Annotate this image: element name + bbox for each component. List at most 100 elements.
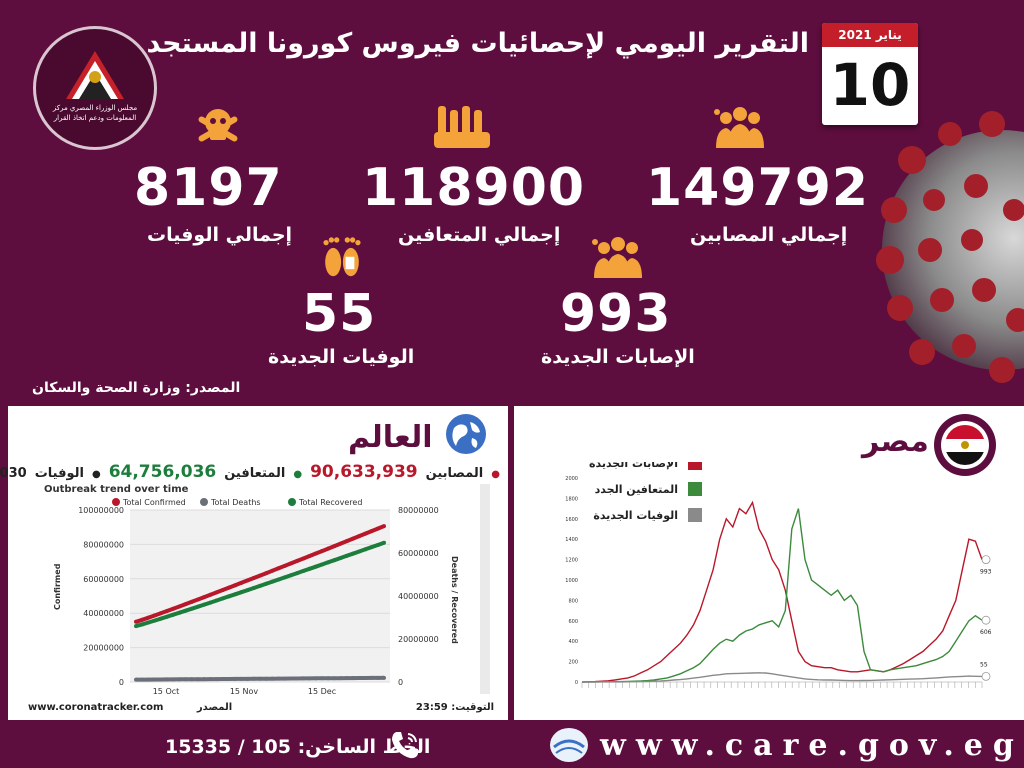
tick-label: 200 xyxy=(568,660,578,666)
series-point xyxy=(282,676,287,681)
people-group-new-icon xyxy=(592,237,642,278)
calendar-day: 10 xyxy=(829,51,911,119)
series-point xyxy=(320,676,324,681)
series-point xyxy=(307,554,312,559)
data-label: 993 xyxy=(980,569,992,576)
series-point xyxy=(301,568,306,573)
series-point xyxy=(171,677,176,682)
series-point xyxy=(196,604,200,609)
legend-label: المتعافين الجدد xyxy=(595,483,678,496)
series-point xyxy=(202,595,207,600)
tick-label: 60000000 xyxy=(398,549,439,558)
series-point xyxy=(332,544,337,549)
total-cases-value: 149792 xyxy=(646,158,870,218)
series-point xyxy=(183,608,188,613)
series-point xyxy=(375,542,380,547)
series-point xyxy=(165,677,169,682)
world-title: العالم xyxy=(348,420,433,455)
series-end-marker xyxy=(981,555,991,564)
series-point xyxy=(289,676,293,681)
new-cases-value: 993 xyxy=(560,284,672,344)
egypt-daily-chart: 0 200 400 600 800 1000 1200 1400 1600 1800 2000 99… xyxy=(565,462,992,688)
recovered-dot-icon: ● xyxy=(293,469,303,480)
series-point xyxy=(245,588,250,593)
tick-label: 15 Oct xyxy=(153,687,180,696)
world-time: التوقيت: 23:59 xyxy=(416,702,494,713)
world-stats-row: ● المصابين 90,633,939 ● المتعافين 64,756… xyxy=(0,462,500,482)
series-point xyxy=(276,676,281,681)
total-cases-label: إجمالي المصابين xyxy=(690,224,848,246)
world-chart-scrollbar[interactable] xyxy=(480,484,490,694)
world-chart-right-axis-label: Deaths / Recovered xyxy=(450,556,459,644)
tick-label: 1600 xyxy=(565,517,578,523)
tick-label: 0 xyxy=(575,680,578,686)
series-end-marker xyxy=(981,615,991,625)
series-point xyxy=(375,526,380,531)
series-point xyxy=(134,619,138,624)
logo-text: مجلس الوزراء المصري مركز المعلومات ودعم … xyxy=(52,104,138,122)
series-point xyxy=(382,540,386,545)
series-line xyxy=(582,672,983,683)
legend-label: Total Recovered xyxy=(298,498,362,507)
legend-marker xyxy=(688,508,702,522)
raised-hands-group-icon xyxy=(434,106,490,148)
series-point xyxy=(202,677,207,682)
series-point xyxy=(140,677,145,682)
series-point xyxy=(344,676,349,681)
series-point xyxy=(227,676,231,681)
tick-label: 0 xyxy=(119,678,124,687)
series-point xyxy=(313,564,318,569)
tick-label: 20000000 xyxy=(83,644,124,653)
series-point xyxy=(214,598,219,603)
series-point xyxy=(196,597,200,602)
series-point xyxy=(338,541,343,546)
legend-marker xyxy=(688,462,702,470)
series-point xyxy=(369,675,374,680)
series-point xyxy=(307,566,312,571)
series-point xyxy=(357,534,362,539)
world-chart-left-axis-label: Confirmed xyxy=(53,563,62,610)
series-point xyxy=(338,676,343,681)
total-deaths-value: 8197 xyxy=(134,158,283,218)
series-point xyxy=(233,592,238,597)
world-confirmed-label: المصابين xyxy=(425,466,484,481)
series-point xyxy=(382,675,386,680)
tick-label: 100000000 xyxy=(78,506,124,515)
world-trend-chart: Outbreak trend over time Total Confirmed… xyxy=(44,484,490,696)
series-point xyxy=(158,677,163,682)
series-point xyxy=(295,571,300,576)
series-point xyxy=(140,622,145,627)
pyramid-logo-icon xyxy=(66,51,124,99)
virus-illustration-icon xyxy=(876,111,1024,383)
series-point xyxy=(320,562,324,567)
series-point xyxy=(189,599,194,604)
world-deaths-value: 1,942,030 xyxy=(0,466,27,481)
series-point xyxy=(239,590,244,595)
series-point xyxy=(158,611,163,616)
series-point xyxy=(289,561,293,566)
series-point xyxy=(313,676,318,681)
page-title: التقرير اليومي لإحصائيات فيروس كورونا ال… xyxy=(146,28,809,59)
series-point xyxy=(338,556,343,561)
series-point xyxy=(344,553,349,558)
series-point xyxy=(152,618,157,623)
legend-label: الوفيات الجديدة xyxy=(593,509,678,522)
calendar-badge: يناير 2021 10 xyxy=(822,23,918,125)
series-point xyxy=(357,676,362,681)
series-point xyxy=(301,556,306,561)
series-point xyxy=(282,563,287,568)
series-point xyxy=(177,677,182,682)
series-point xyxy=(307,676,312,681)
series-point xyxy=(375,675,380,680)
website-link[interactable]: www.care.gov.eg xyxy=(600,728,1024,763)
series-point xyxy=(289,573,293,578)
feet-tag-icon xyxy=(323,237,361,277)
series-point xyxy=(369,529,374,534)
series-point xyxy=(233,676,238,681)
series-point xyxy=(183,602,188,607)
series-point xyxy=(227,594,231,599)
series-point xyxy=(363,675,368,680)
legend-marker xyxy=(288,498,296,506)
series-point xyxy=(140,617,145,622)
phone-icon xyxy=(392,732,418,759)
